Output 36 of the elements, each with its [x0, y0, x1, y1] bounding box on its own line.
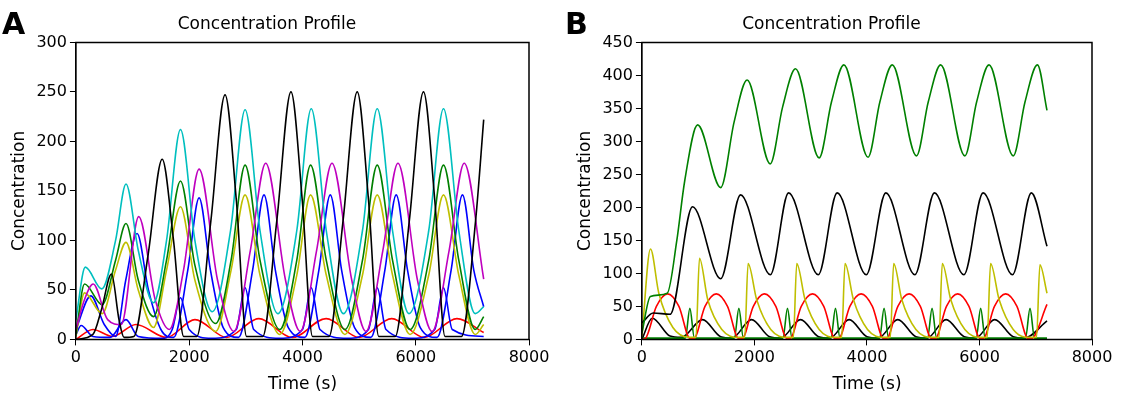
x-axis-title: Time (s)	[266, 373, 338, 394]
y-tick-label: 50	[46, 279, 67, 299]
y-axis-title: Concentration	[573, 130, 594, 252]
x-tick-label: 6000	[395, 347, 437, 367]
y-tick-label: 250	[602, 163, 633, 183]
y-tick-label: 200	[36, 130, 67, 150]
chart-title: Concentration Profile	[742, 12, 921, 33]
x-axis-title: Time (s)	[831, 373, 902, 394]
y-tick-label: 300	[36, 31, 67, 51]
y-tick-label: 50	[612, 295, 633, 315]
x-tick-label: 8000	[1071, 347, 1113, 367]
x-tick-label: 2000	[168, 347, 210, 367]
y-tick-label: 0	[56, 328, 67, 348]
y-axis-title: Concentration	[7, 130, 28, 252]
y-tick-label: 200	[602, 196, 633, 216]
y-tick-label: 150	[602, 229, 633, 249]
x-tick-label: 6000	[959, 347, 1000, 367]
text: A	[2, 6, 26, 41]
y-tick-label: 250	[36, 81, 67, 101]
y-tick-label: 300	[602, 130, 633, 150]
x-tick-label: 8000	[508, 347, 550, 367]
x-tick-label: 0	[70, 347, 82, 367]
y-tick-label: 100	[36, 229, 67, 249]
y-tick-label: 150	[36, 180, 67, 200]
line-series	[75, 317, 485, 340]
y-tick-label: 0	[622, 328, 633, 348]
x-tick-label: 2000	[734, 347, 775, 367]
text: B	[565, 6, 588, 41]
y-tick-label: 100	[602, 262, 633, 282]
x-tick-label: 4000	[282, 347, 323, 367]
y-tick-label: 350	[602, 97, 633, 117]
y-tick-label: 400	[602, 64, 633, 84]
y-tick-label: 450	[602, 31, 633, 51]
x-tick-label: 0	[636, 347, 648, 367]
x-tick-label: 4000	[846, 347, 888, 367]
chart-title: Concentration Profile	[177, 12, 357, 33]
